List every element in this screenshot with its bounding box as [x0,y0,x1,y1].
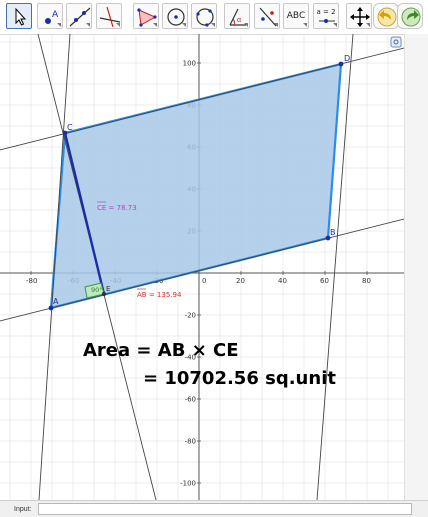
right-angle-marker [84,282,105,299]
graph-svg[interactable]: -80-60-40-20020406080 10080604020-20-40-… [0,34,404,500]
y-tick-label: 100 [183,60,196,68]
perpendicular-line-tool[interactable] [96,3,122,29]
right-angle-label: 90° [91,286,103,294]
x-tick-label: 0 [202,277,206,285]
graphics-settings-icon[interactable] [390,36,402,48]
circle-center-point-tool[interactable] [162,3,188,29]
slider-tool[interactable]: a = 2 [313,3,339,29]
slider-icon [319,19,335,23]
x-tick-label: -80 [26,277,37,285]
x-tick-label: 60 [320,277,329,285]
point-e[interactable] [101,291,107,297]
point-d-label: D [344,54,350,63]
y-tick-label: -40 [185,354,196,362]
y-tick-label: -60 [185,396,196,404]
move-tool[interactable] [6,3,32,29]
line-ab-extended[interactable] [0,218,404,322]
circle-center-icon [167,8,185,26]
input-bar: Input: [0,500,428,517]
point-tool[interactable]: A [37,3,63,29]
polygon-tool[interactable] [133,3,159,29]
point-icon: A [45,10,59,24]
line-icon [69,7,91,27]
point-c-label: C [67,123,73,132]
angle-tool[interactable]: α [224,3,250,29]
input-label: Input: [14,506,32,513]
y-tick-label: -100 [180,480,196,488]
line-bd-extended[interactable] [316,34,354,500]
circle-three-points-tool[interactable] [191,3,217,29]
area-formula-line2: = 10702.56 sq.unit [143,368,336,389]
toolbar: A α ABC a = 2 [0,0,428,35]
circle-three-points-icon [196,8,214,27]
cursor-arrow-icon [15,7,27,26]
ab-length-label: AB = 135.94 [137,291,182,299]
polygon-icon [137,8,157,27]
ce-length-label: CE = 78.73 [97,204,137,212]
x-tick-label: 20 [236,277,245,285]
graphics-view[interactable]: -80-60-40-20020406080 10080604020-20-40-… [0,34,404,500]
redo-icon [401,7,421,27]
y-tick-label: -80 [185,438,196,446]
altitude-ce[interactable] [63,132,106,295]
point-b-label: B [330,228,336,237]
point-e-label: E [106,285,110,293]
y-tick-label: -20 [185,312,196,320]
text-tool[interactable]: ABC [283,3,309,29]
svg-text:α: α [237,17,241,24]
perpendicular-icon [99,6,121,28]
input-field[interactable] [38,503,412,515]
redo-button[interactable] [397,3,423,29]
reflect-icon [259,7,277,27]
x-tick-label: 80 [362,277,371,285]
undo-button[interactable] [373,3,399,29]
point-a[interactable] [48,305,54,311]
move-graphics-view-tool[interactable] [346,3,372,29]
point-d[interactable] [338,61,344,67]
slider-tool-label: a = 2 [316,8,336,16]
line-ac-extended[interactable] [38,34,71,500]
undo-icon [377,7,397,27]
vertical-scrollbar[interactable] [404,34,428,500]
text-tool-label: ABC [286,11,306,21]
line-tool[interactable] [66,3,92,29]
reflect-tool[interactable] [254,3,280,29]
x-tick-label: 40 [278,277,287,285]
point-b[interactable] [325,235,331,241]
point-c[interactable] [62,130,68,136]
point-a-label: A [53,297,59,306]
move-arrows-icon [350,7,370,27]
area-formula-line1: Area = AB × CE [83,340,239,361]
svg-text:A: A [52,10,59,20]
angle-icon: α [229,8,246,26]
